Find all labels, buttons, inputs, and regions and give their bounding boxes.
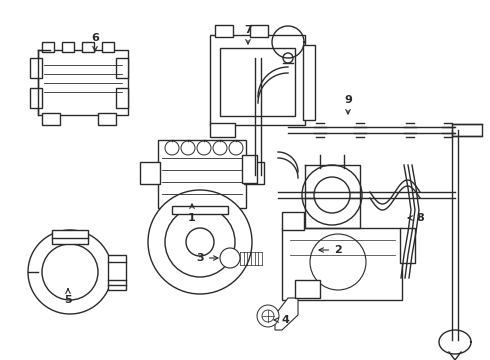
Circle shape: [148, 190, 252, 294]
Circle shape: [42, 244, 98, 300]
Circle shape: [197, 141, 211, 155]
Circle shape: [213, 141, 227, 155]
Circle shape: [165, 141, 179, 155]
Polygon shape: [275, 298, 298, 330]
Bar: [108, 255, 126, 290]
Bar: [30, 88, 42, 108]
Circle shape: [314, 177, 350, 213]
Bar: [42, 42, 54, 52]
Text: 1: 1: [188, 204, 196, 223]
Text: 9: 9: [344, 95, 352, 114]
Text: 5: 5: [64, 289, 72, 305]
Circle shape: [186, 228, 214, 256]
Bar: [303, 45, 315, 120]
Bar: [98, 113, 116, 125]
Bar: [295, 280, 320, 298]
Circle shape: [257, 305, 279, 327]
Bar: [30, 58, 42, 78]
Bar: [400, 228, 415, 263]
Circle shape: [283, 53, 293, 63]
Circle shape: [165, 207, 235, 277]
Circle shape: [220, 248, 240, 268]
Bar: [82, 42, 94, 52]
Bar: [52, 230, 88, 244]
Circle shape: [262, 310, 274, 322]
Text: 3: 3: [196, 253, 218, 263]
Circle shape: [28, 230, 112, 314]
Circle shape: [310, 234, 366, 290]
Bar: [116, 88, 128, 108]
Text: 6: 6: [91, 33, 99, 51]
Bar: [140, 162, 160, 184]
Bar: [215, 25, 233, 37]
Bar: [282, 212, 304, 230]
Bar: [250, 25, 268, 37]
Bar: [244, 162, 264, 184]
Circle shape: [302, 165, 362, 225]
Text: 4: 4: [274, 315, 289, 325]
Bar: [42, 113, 60, 125]
Text: 2: 2: [319, 245, 342, 255]
Bar: [172, 206, 228, 214]
Bar: [282, 228, 402, 300]
Bar: [242, 155, 257, 183]
Circle shape: [229, 141, 243, 155]
Circle shape: [181, 141, 195, 155]
Bar: [158, 140, 246, 208]
Bar: [452, 124, 482, 136]
Bar: [38, 50, 128, 115]
Bar: [210, 123, 235, 137]
Bar: [116, 58, 128, 78]
Text: 7: 7: [244, 25, 252, 44]
Bar: [102, 42, 114, 52]
Bar: [62, 42, 74, 52]
Bar: [220, 48, 295, 116]
Bar: [210, 35, 305, 125]
Text: 8: 8: [408, 213, 424, 223]
